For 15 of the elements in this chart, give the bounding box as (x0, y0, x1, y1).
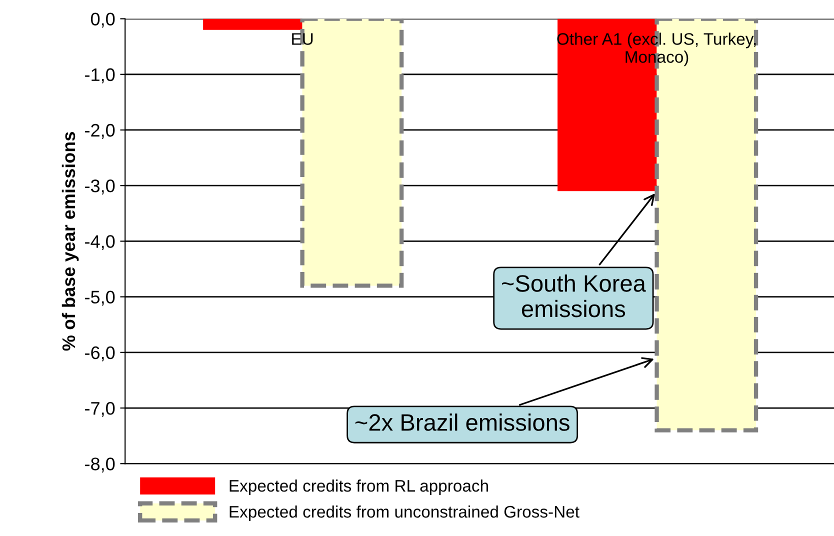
y-tick-label: -4,0 (85, 235, 115, 250)
y-tick-label: -3,0 (85, 180, 115, 194)
legend-label: Expected credits from unconstrained Gross-Net (230, 505, 580, 521)
y-tick-label: -1,0 (85, 68, 115, 84)
annotation: ~South Korea emissions (502, 274, 646, 318)
y-axis-title: % of base year emissions (62, 132, 79, 351)
y-tick-label: -8,0 (85, 458, 115, 472)
y-tick-label: -2,0 (85, 124, 115, 139)
y-tick-label: -7,0 (85, 402, 115, 417)
annotation: ~2x Brazil emissions (355, 414, 570, 431)
x-tick-label: EU (292, 33, 313, 45)
y-tick-label: -5,0 (85, 290, 115, 306)
y-tick-label: -6,0 (85, 346, 115, 362)
legend-label: Expected credits from RL approach (230, 480, 488, 496)
y-tick-label: 0,0 (90, 12, 115, 28)
